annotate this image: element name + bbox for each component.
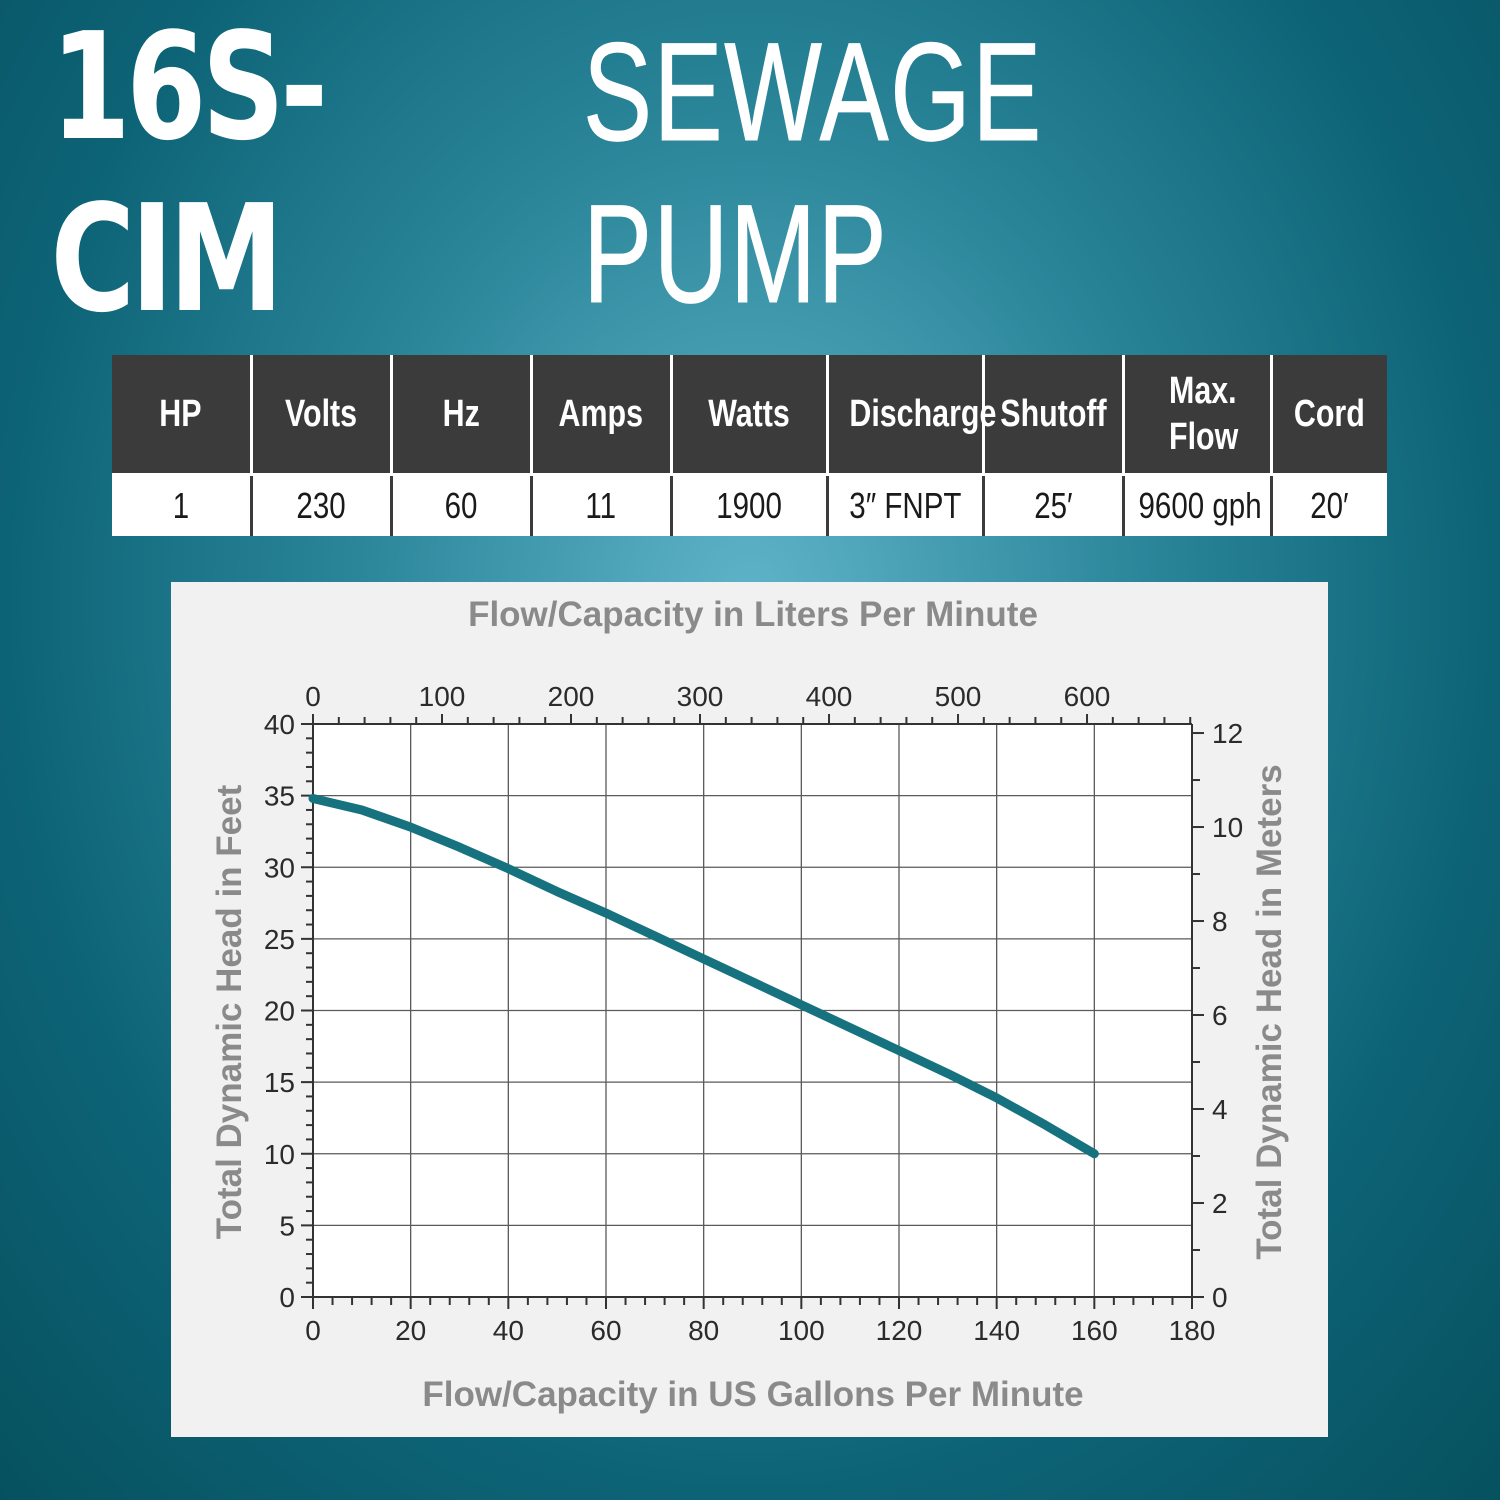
- y-axis-title: Total Dynamic Head in Feet: [210, 784, 249, 1239]
- header-watts: Watts: [671, 355, 829, 475]
- tick-labels: 0 20 40 60 80 100 120 140 160 1800510152025303540…: [264, 681, 1243, 1346]
- x-tick-label: 160: [1071, 1315, 1118, 1346]
- y2-axis-title: Total Dynamic Head in Meters: [1250, 764, 1289, 1259]
- y2-tick-label: 4: [1212, 1094, 1228, 1125]
- y-tick-label: 35: [264, 781, 295, 812]
- x-axis-title: Flow/Capacity in US Gallons Per Minute: [422, 1375, 1083, 1414]
- curve-data-point: [703, 958, 705, 960]
- y-tick-label: 0: [279, 1282, 295, 1313]
- x-tick-label: 0: [305, 1315, 321, 1346]
- curve-data-point: [507, 868, 509, 870]
- specs-table: HP Volts Hz Amps Watts Discharge Shutoff…: [112, 355, 1387, 536]
- model-name: 16S-CIM: [50, 1, 328, 345]
- header-cord: Cord: [1271, 355, 1387, 475]
- x2-tick-label: 400: [806, 681, 853, 712]
- value-volts: 230: [251, 473, 393, 536]
- x2-tick-label: 100: [419, 681, 466, 712]
- x-tick-label: 80: [688, 1315, 719, 1346]
- y-tick-label: 15: [264, 1067, 295, 1098]
- y2-tick-label: 6: [1212, 1000, 1228, 1031]
- x2-axis-title: Flow/Capacity in Liters Per Minute: [468, 595, 1038, 634]
- specs-header-row: HP Volts Hz Amps Watts Discharge Shutoff…: [112, 355, 1387, 475]
- y2-tick-label: 10: [1212, 812, 1243, 843]
- header-max-flow: Max. Flow: [1123, 355, 1273, 475]
- header-shutoff: Shutoff: [983, 355, 1125, 475]
- value-cord: 20′: [1271, 473, 1387, 536]
- y2-tick-label: 12: [1212, 718, 1243, 749]
- y2-tick-label: 0: [1212, 1282, 1228, 1313]
- x-tick-label: 60: [590, 1315, 621, 1346]
- chart-svg: 0 20 40 60 80 100 120 140 160 1800510152025303540…: [210, 595, 1289, 1414]
- curve-data-point: [654, 935, 656, 937]
- value-shutoff: 25′: [983, 473, 1125, 536]
- page-title: 16S-CIM SEWAGE PUMP: [0, 1, 1500, 345]
- y-tick-label: 30: [264, 852, 295, 883]
- x2-tick-label: 600: [1064, 681, 1111, 712]
- minor-ticks: [301, 714, 1204, 1309]
- x-tick-label: 100: [778, 1315, 825, 1346]
- x2-tick-label: 0: [305, 681, 321, 712]
- curve-data-point: [605, 912, 607, 914]
- y-tick-label: 5: [279, 1210, 295, 1241]
- curve-data-point: [361, 809, 363, 811]
- axes: [312, 723, 1193, 1298]
- header-discharge: Discharge: [827, 355, 996, 475]
- curve-data-point: [556, 891, 558, 893]
- header-hp: HP: [112, 355, 253, 475]
- curve-data-point: [410, 826, 412, 828]
- y2-tick-label: 2: [1212, 1188, 1228, 1219]
- value-hp: 1: [112, 473, 253, 536]
- value-amps: 11: [531, 473, 673, 536]
- header-hz: Hz: [391, 355, 533, 475]
- curve-data-point: [1045, 1124, 1046, 1126]
- curve-data-point: [996, 1097, 998, 1099]
- curve-data-point: [752, 981, 753, 983]
- curve-data-point: [947, 1073, 949, 1075]
- x2-tick-label: 300: [677, 681, 724, 712]
- value-hz: 60: [391, 473, 533, 536]
- curve-data-point: [1093, 1153, 1095, 1155]
- curve-data-point: [898, 1050, 900, 1052]
- curve-data-point: [312, 797, 314, 799]
- curve-data-point: [800, 1004, 802, 1006]
- y-tick-label: 20: [264, 996, 295, 1027]
- x-tick-label: 40: [493, 1315, 524, 1346]
- value-max-flow: 9600 gph: [1123, 473, 1273, 536]
- y-tick-label: 10: [264, 1139, 295, 1170]
- y2-tick-label: 8: [1212, 906, 1228, 937]
- x-tick-label: 120: [876, 1315, 923, 1346]
- x2-tick-label: 200: [548, 681, 595, 712]
- value-watts: 1900: [671, 473, 829, 536]
- header-volts: Volts: [251, 355, 393, 475]
- x-tick-label: 180: [1169, 1315, 1216, 1346]
- series-layer: [308, 793, 1099, 1159]
- y-tick-label: 40: [264, 709, 295, 740]
- value-discharge: 3″ FNPT: [827, 473, 985, 536]
- curve-data-point: [849, 1027, 851, 1029]
- x2-tick-label: 500: [935, 681, 982, 712]
- product-description: SEWAGE PUMP: [582, 13, 1043, 333]
- specs-value-row: 1 230 60 11 1900 3″ FNPT 25′ 9600 gph 20…: [112, 473, 1387, 536]
- header-amps: Amps: [531, 355, 673, 475]
- x-tick-label: 20: [395, 1315, 426, 1346]
- y-tick-label: 25: [264, 924, 295, 955]
- pump-curve-chart: 0 20 40 60 80 100 120 140 160 180 0 5 10 15 20 25 30 35 40…: [171, 582, 1328, 1437]
- grid-lines: [313, 723, 1193, 1297]
- x-tick-label: 140: [973, 1315, 1020, 1346]
- curve-data-point: [459, 846, 460, 848]
